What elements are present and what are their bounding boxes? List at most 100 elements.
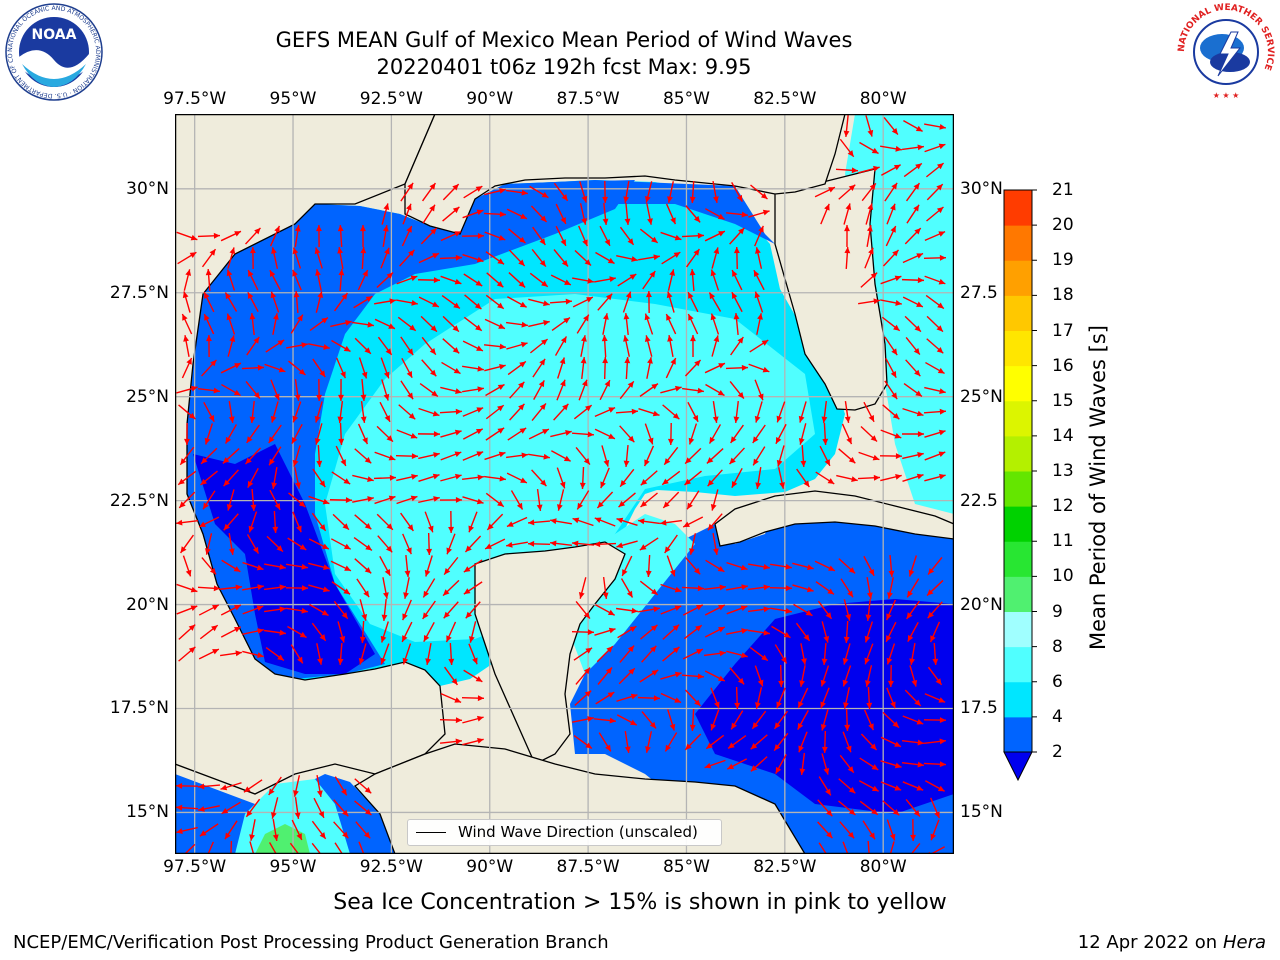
wave-direction-arrowhead xyxy=(917,739,924,746)
wave-direction-arrowhead xyxy=(624,357,631,364)
wave-direction-arrowhead xyxy=(360,225,366,232)
wave-direction-arrowhead xyxy=(887,680,894,687)
wave-direction-arrowhead xyxy=(389,474,396,481)
wave-direction-arrowhead xyxy=(182,314,188,321)
wave-direction-arrowhead xyxy=(380,635,387,643)
wave-direction-arrowhead xyxy=(910,834,917,841)
wave-direction-arrowhead xyxy=(272,526,279,533)
wave-direction-arrowhead xyxy=(301,585,308,592)
wave-direction-arrowhead xyxy=(827,478,835,484)
wave-direction-arrowhead xyxy=(176,782,183,789)
wave-direction-arrowhead xyxy=(754,415,761,423)
wave-direction-arrowhead xyxy=(583,667,591,675)
wave-direction-arrowhead xyxy=(224,832,231,840)
wave-direction-arrowhead xyxy=(455,388,462,395)
wave-direction-arrowhead xyxy=(704,762,712,769)
wave-direction-arrowhead xyxy=(738,227,745,235)
wave-direction-arrowhead xyxy=(870,272,878,279)
wave-direction-arrowhead xyxy=(848,184,856,191)
wave-direction-arrowhead xyxy=(188,624,196,631)
lat-label-left: 25°N xyxy=(126,386,169,407)
wave-direction-arrowhead xyxy=(697,673,704,680)
wave-direction-arrowhead xyxy=(689,548,695,555)
wave-direction-arrowhead xyxy=(198,806,205,812)
wave-direction-arrowhead xyxy=(585,742,592,749)
wave-direction-arrowhead xyxy=(645,570,652,577)
wind-wave-arrows xyxy=(175,114,947,854)
wave-direction-arrowhead xyxy=(845,203,852,211)
wave-direction-arrowhead xyxy=(652,410,660,417)
colorbar-tick-label: 2 xyxy=(1052,742,1063,762)
wave-direction-arrowhead xyxy=(909,658,916,665)
wave-direction-arrowhead xyxy=(384,247,390,255)
wave-direction-arrowhead xyxy=(626,590,633,598)
mexico-west-land xyxy=(175,114,446,795)
wave-direction-arrowhead xyxy=(647,437,654,445)
wave-direction-arrowhead xyxy=(774,744,781,751)
wave-direction-arrowhead xyxy=(694,699,701,707)
wave-direction-arrowhead xyxy=(895,145,902,152)
wave-direction-arrowhead xyxy=(365,544,372,551)
wave-direction-arrowhead xyxy=(407,348,414,356)
wave-direction-arrowhead xyxy=(270,291,277,299)
wave-direction-arrowhead xyxy=(498,451,506,458)
wave-direction-arrowhead xyxy=(578,592,585,599)
wave-direction-arrowhead xyxy=(750,743,758,750)
wave-direction-arrowhead xyxy=(799,768,806,775)
wave-direction-arrowhead xyxy=(299,544,307,550)
wave-direction-arrowhead xyxy=(176,519,183,526)
wave-direction-arrowhead xyxy=(873,298,880,305)
wave-direction-arrowhead xyxy=(268,788,275,796)
wave-direction-arrowhead xyxy=(521,321,528,328)
wave-direction-arrowhead xyxy=(562,403,569,411)
wave-direction-arrowhead xyxy=(247,480,254,488)
wave-direction-arrowhead xyxy=(314,247,321,255)
wave-direction-arrowhead xyxy=(364,457,372,464)
wave-direction-arrowhead xyxy=(762,209,770,216)
wave-direction-arrowhead xyxy=(427,525,434,533)
wave-direction-arrowhead xyxy=(498,323,505,329)
lon-label-top: 82.5°W xyxy=(753,89,817,109)
wave-direction-arrowhead xyxy=(293,790,299,797)
wave-direction-arrowhead xyxy=(518,381,525,389)
colorbar-bin xyxy=(1004,576,1032,612)
wave-direction-arrowhead xyxy=(337,658,344,665)
wave-direction-arrowhead xyxy=(506,541,513,548)
colorbar xyxy=(1003,189,1037,782)
wave-direction-arrowhead xyxy=(753,270,760,277)
wave-direction-arrowhead xyxy=(343,345,351,352)
wave-direction-arrowhead xyxy=(176,804,183,811)
wave-direction-arrowhead xyxy=(731,480,738,488)
wave-direction-arrowhead xyxy=(712,548,719,555)
wave-direction-arrowhead xyxy=(907,634,914,642)
wave-direction-arrowhead xyxy=(670,358,676,365)
wave-direction-arrowhead xyxy=(757,679,764,687)
wave-direction-arrowhead xyxy=(869,183,876,190)
noaa-logo: NATIONAL OCEANIC AND ATMOSPHERIC ADMINIS… xyxy=(4,2,103,101)
wave-direction-arrowhead xyxy=(939,123,946,130)
wave-direction-arrowhead xyxy=(871,147,879,154)
wave-direction-arrowhead xyxy=(179,501,186,508)
wave-direction-arrowhead xyxy=(581,195,588,203)
wave-direction-arrowhead xyxy=(518,281,526,288)
wave-direction-arrowhead xyxy=(774,722,781,729)
wave-direction-arrowhead xyxy=(190,234,198,241)
wave-direction-arrowhead xyxy=(180,546,187,553)
wave-direction-arrowhead xyxy=(631,607,638,614)
wave-direction-arrowhead xyxy=(257,652,264,658)
wave-direction-arrowhead xyxy=(497,302,504,309)
wave-direction-arrowhead xyxy=(455,254,462,261)
wave-direction-arrowhead xyxy=(650,624,658,632)
wave-direction-arrowhead xyxy=(292,269,298,277)
wave-direction-arrowhead xyxy=(644,335,651,342)
wave-direction-arrowhead xyxy=(543,320,550,326)
wave-direction-arrowhead xyxy=(432,301,439,307)
wave-direction-arrowhead xyxy=(454,451,462,458)
wave-direction-arrowhead xyxy=(319,524,326,531)
wave-direction-arrowhead xyxy=(367,321,374,328)
wave-direction-arrowhead xyxy=(323,344,330,350)
wave-direction-arrowhead xyxy=(539,403,546,411)
wave-direction-arrowhead xyxy=(476,345,483,351)
wave-direction-arrowhead xyxy=(343,543,351,550)
wave-direction-arrowhead xyxy=(672,646,680,654)
